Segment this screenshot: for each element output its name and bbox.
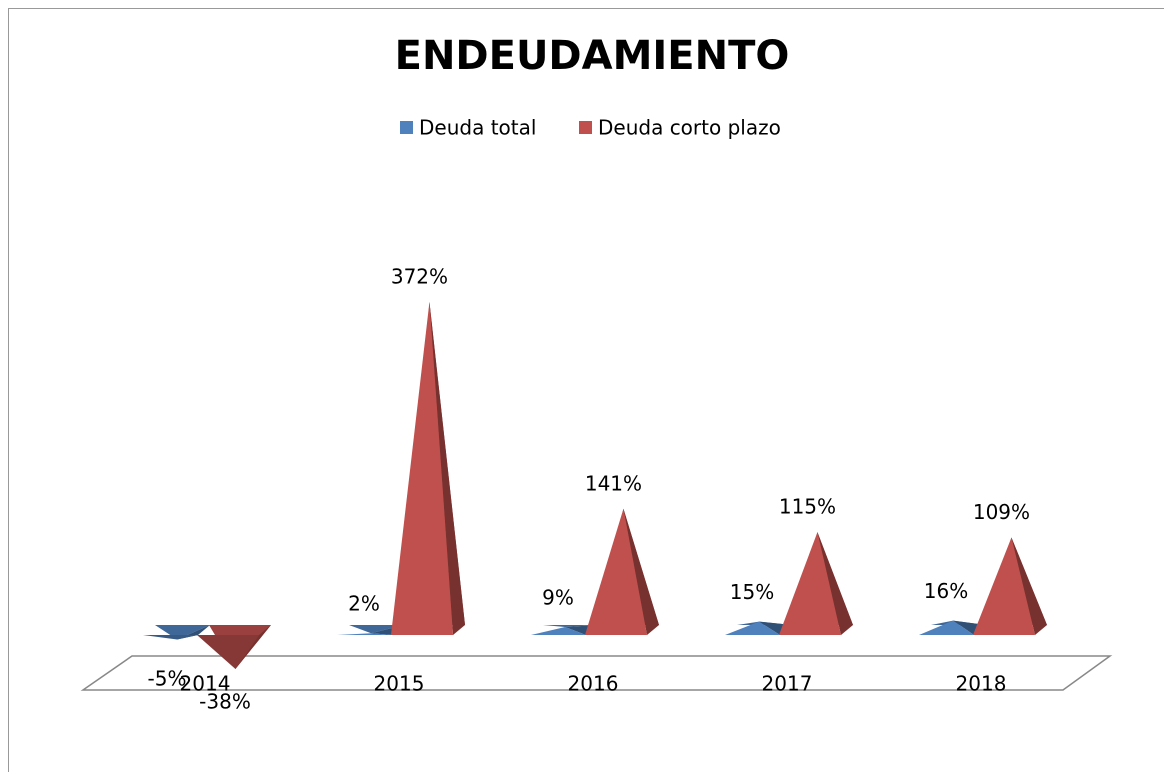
pyramid-front: [197, 635, 259, 670]
data-label: 115%: [779, 495, 836, 519]
pyramid-side: [817, 532, 853, 635]
legend-swatch: [579, 121, 592, 134]
pyramid-front: [143, 635, 198, 640]
data-label: -38%: [199, 690, 251, 714]
data-label: 16%: [924, 579, 968, 603]
pyramid-front: [725, 621, 780, 635]
data-label: -5%: [148, 667, 187, 691]
floor: [80, 655, 1113, 691]
pyramid-back: [543, 625, 598, 627]
pyramid: [197, 625, 271, 670]
chart-frame: [8, 8, 1164, 772]
data-label: 9%: [542, 585, 574, 609]
legend-label: Deuda corto plazo: [598, 116, 781, 140]
x-tick-label: 2016: [568, 672, 619, 696]
x-tick-label: 2014: [180, 672, 231, 696]
pyramid-side: [623, 508, 659, 635]
x-tick-label: 2015: [374, 672, 425, 696]
pyramid: [391, 302, 465, 635]
data-label: 372%: [391, 265, 448, 289]
pyramid: [779, 532, 853, 635]
x-tick-label: 2018: [956, 672, 1007, 696]
data-label: 109%: [973, 500, 1030, 524]
pyramid-side: [235, 625, 271, 670]
pyramid-front: [973, 537, 1035, 635]
data-label: 141%: [585, 471, 642, 495]
pyramid-front: [531, 626, 586, 635]
pyramid: [143, 625, 210, 640]
data-label: 2%: [348, 592, 380, 616]
pyramid: [585, 508, 659, 635]
legend-swatch: [400, 121, 413, 134]
pyramid-side: [429, 302, 465, 635]
pyramid-front: [919, 620, 974, 635]
legend-label: Deuda total: [419, 116, 536, 140]
pyramid: [973, 537, 1047, 635]
x-tick-label: 2017: [762, 672, 813, 696]
data-label: 15%: [730, 580, 774, 604]
pyramid-front: [585, 508, 647, 635]
pyramid-front: [337, 633, 392, 635]
pyramid-front: [779, 532, 841, 635]
pyramid-side: [1011, 537, 1047, 635]
pyramid-front: [391, 302, 453, 635]
pyramid-back: [155, 625, 210, 640]
chart-title: ENDEUDAMIENTO: [395, 33, 790, 79]
pyramid-side: [177, 625, 210, 640]
pyramid-back: [349, 625, 404, 634]
